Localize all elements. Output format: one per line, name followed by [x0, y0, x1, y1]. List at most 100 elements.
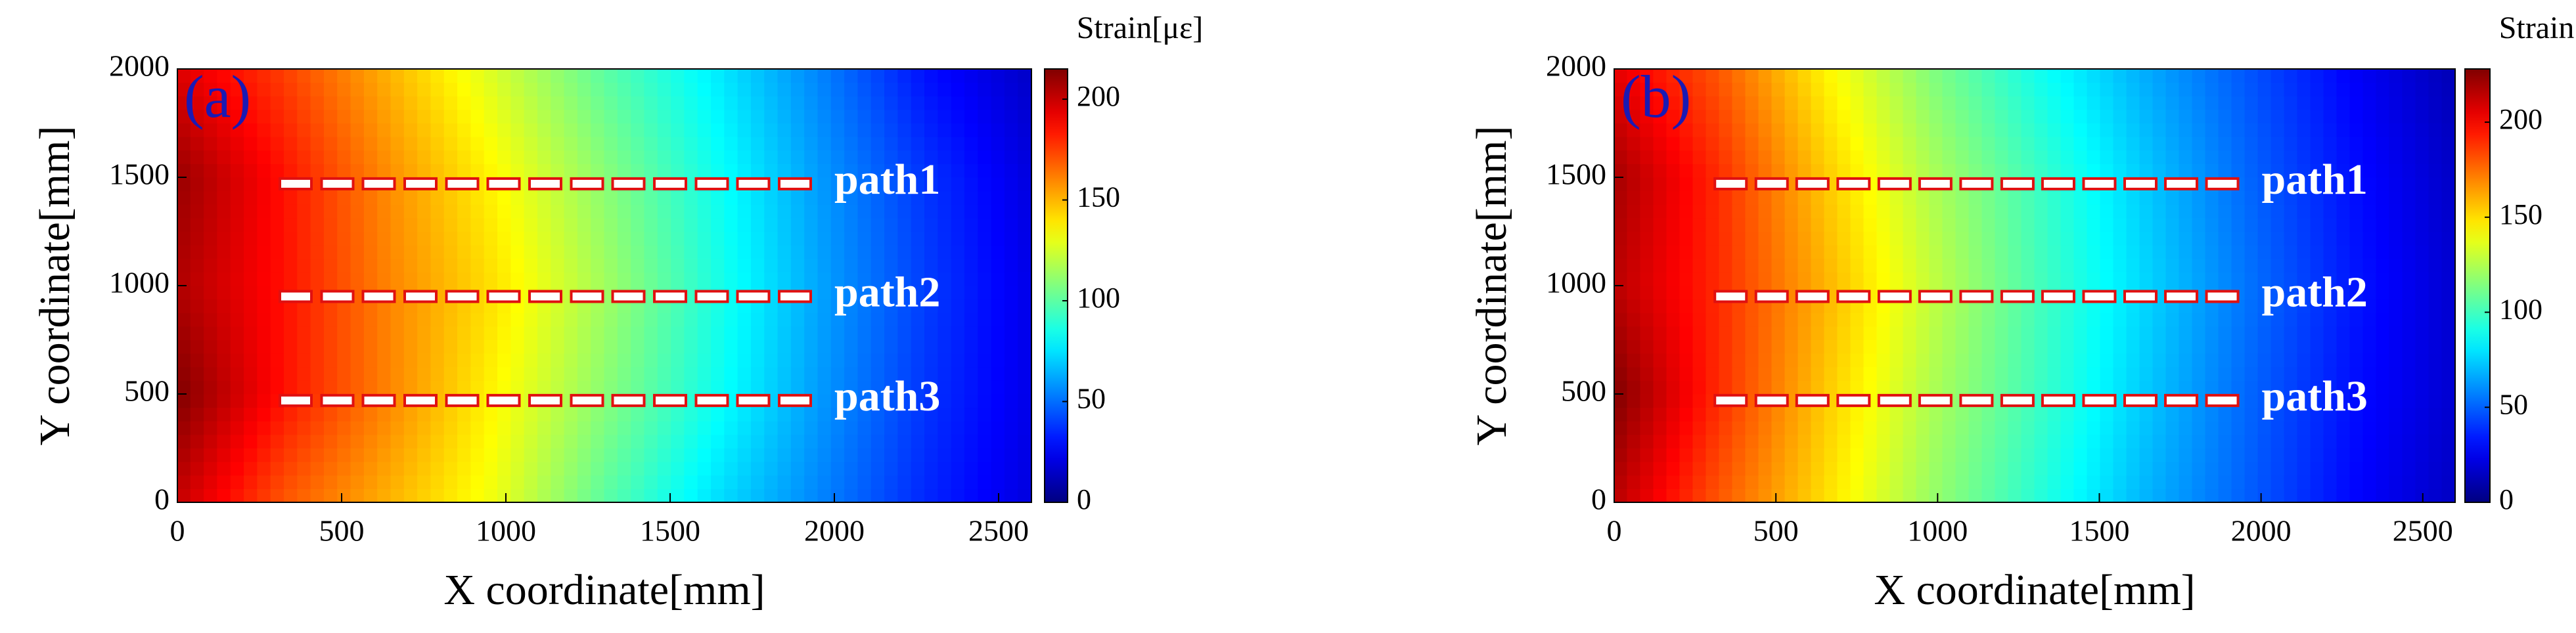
contour-cell	[2336, 420, 2351, 435]
contour-cell	[2165, 420, 2180, 435]
contour-cell	[2244, 326, 2259, 340]
contour-cell	[1706, 95, 1720, 110]
contour-cell	[510, 109, 525, 123]
contour-cell	[750, 217, 765, 232]
contour-cell	[884, 393, 899, 408]
contour-cell	[244, 82, 258, 97]
contour-cell	[1968, 204, 1983, 219]
contour-cell	[2073, 475, 2088, 489]
contour-cell	[484, 407, 498, 422]
contour-cell	[2205, 488, 2219, 503]
contour-cell	[2231, 82, 2246, 97]
contour-cell	[938, 420, 952, 435]
contour-cell	[2297, 136, 2311, 151]
contour-cell	[417, 339, 432, 354]
contour-cell	[604, 420, 618, 435]
sensor	[528, 177, 562, 190]
contour-cell	[1863, 353, 1878, 368]
contour-cell	[2192, 461, 2206, 476]
contour-cell	[1614, 177, 1628, 192]
contour-cell	[2126, 136, 2140, 151]
contour-cell	[204, 353, 218, 368]
contour-cell	[2218, 258, 2232, 273]
contour-cell	[524, 312, 538, 327]
contour-cell	[2336, 68, 2351, 83]
contour-cell	[2231, 407, 2246, 422]
contour-cell	[1850, 461, 1864, 476]
contour-cell	[2349, 312, 2364, 327]
contour-cell	[551, 475, 565, 489]
contour-cell	[870, 380, 886, 395]
contour-cell	[1692, 271, 1707, 286]
contour-cell	[457, 475, 472, 489]
contour-cell	[2060, 407, 2075, 422]
contour-cell	[1706, 312, 1720, 327]
contour-cell	[244, 366, 258, 381]
contour-cell	[2008, 244, 2022, 259]
contour-cell	[1811, 475, 1825, 489]
contour-cell	[323, 136, 338, 151]
contour-cell	[577, 244, 592, 259]
contour-cell	[2402, 204, 2416, 219]
contour-cell	[804, 163, 819, 178]
contour-cell	[697, 244, 712, 259]
contour-cell	[924, 312, 939, 327]
contour-cell	[1706, 420, 1720, 435]
contour-cell	[1666, 299, 1681, 313]
contour-cell	[417, 420, 432, 435]
contour-cell	[991, 244, 1005, 259]
contour-cell	[2428, 339, 2443, 354]
contour-cell	[2441, 82, 2456, 97]
contour-cell	[1837, 488, 1851, 503]
contour-cell	[390, 150, 405, 164]
contour-cell	[1771, 258, 1786, 273]
contour-cell	[2376, 353, 2390, 368]
contour-cell	[991, 163, 1005, 178]
contour-cell	[2428, 366, 2443, 381]
contour-cell	[470, 461, 485, 476]
contour-cell	[671, 95, 685, 110]
contour-cell	[1666, 461, 1681, 476]
contour-cell	[644, 312, 658, 327]
contour-cell	[310, 312, 325, 327]
sensor	[611, 290, 646, 303]
contour-cell	[2021, 150, 2035, 164]
contour-cell	[777, 123, 792, 137]
contour-cell	[1692, 285, 1707, 300]
contour-cell	[430, 95, 445, 110]
contour-cell	[1824, 448, 1838, 462]
contour-cell	[2362, 258, 2377, 273]
contour-cell	[777, 407, 792, 422]
contour-cell	[2415, 68, 2429, 83]
contour-cell	[1614, 217, 1628, 232]
contour-cell	[1942, 123, 1956, 137]
contour-cell	[1706, 448, 1720, 462]
contour-cell	[2008, 190, 2022, 205]
contour-cell	[1018, 475, 1032, 489]
contour-cell	[631, 339, 645, 354]
contour-cell	[2021, 461, 2035, 476]
contour-cell	[1706, 461, 1720, 476]
contour-cell	[257, 163, 271, 178]
contour-cell	[1627, 285, 1641, 300]
contour-cell	[2047, 217, 2062, 232]
contour-cell	[2402, 420, 2416, 435]
contour-cell	[363, 488, 378, 503]
contour-cell	[190, 95, 205, 110]
contour-cell	[2034, 420, 2048, 435]
contour-cell	[2271, 271, 2285, 286]
contour-cell	[2402, 353, 2416, 368]
contour-cell	[684, 312, 698, 327]
contour-cell	[1692, 326, 1707, 340]
contour-cell	[790, 434, 805, 448]
contour-cell	[911, 407, 925, 422]
contour-cell	[2073, 271, 2088, 286]
contour-cell	[2428, 82, 2443, 97]
contour-cell	[2060, 123, 2075, 137]
contour-cell	[697, 82, 712, 97]
contour-cell	[804, 420, 819, 435]
contour-cell	[204, 177, 218, 192]
contour-cell	[790, 190, 805, 205]
contour-cell	[644, 204, 658, 219]
contour-cell	[2205, 109, 2219, 123]
